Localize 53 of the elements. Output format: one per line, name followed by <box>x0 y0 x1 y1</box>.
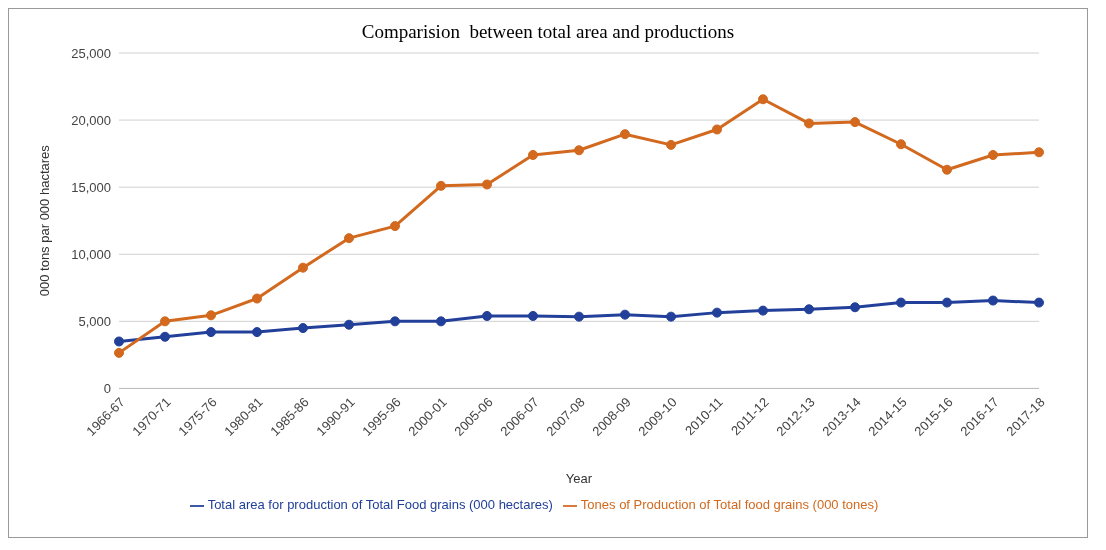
point <box>344 319 354 330</box>
point <box>114 347 124 358</box>
point <box>390 316 400 327</box>
x-axis-title: Year <box>565 471 593 487</box>
point <box>574 311 584 322</box>
point <box>252 293 262 304</box>
y-tick-label: 20,000 <box>71 112 111 128</box>
point <box>712 124 722 135</box>
point <box>942 164 952 175</box>
point <box>160 316 170 327</box>
point <box>758 305 768 316</box>
y-tick-label: 15,000 <box>71 179 111 195</box>
point <box>390 221 400 232</box>
point <box>850 117 860 128</box>
legend-label: Tones of Production of Total food grains (000 tones) <box>580 497 879 513</box>
point <box>758 94 768 105</box>
point <box>1034 147 1044 158</box>
y-tick-label: 0 <box>103 381 111 397</box>
point <box>988 149 998 160</box>
point <box>436 180 446 191</box>
chart-title: Comparision between total area and productions <box>360 20 736 43</box>
y-tick-label: 25,000 <box>71 45 111 61</box>
point <box>528 310 538 321</box>
point <box>298 262 308 273</box>
point <box>252 327 262 338</box>
legend-label: Total area for production of Total Food grains (000 hectares) <box>207 497 553 513</box>
point <box>804 304 814 315</box>
point <box>114 336 124 347</box>
point <box>1034 297 1044 308</box>
point <box>344 233 354 244</box>
point <box>298 323 308 334</box>
point <box>620 309 630 320</box>
y-tick-label: 10,000 <box>71 246 111 262</box>
point <box>574 145 584 156</box>
point <box>528 149 538 160</box>
point <box>942 297 952 308</box>
point <box>482 310 492 321</box>
point <box>804 118 814 129</box>
point <box>666 139 676 150</box>
point <box>482 179 492 190</box>
point <box>206 310 216 321</box>
point <box>988 295 998 306</box>
y-tick-label: 5,000 <box>78 313 111 329</box>
point <box>206 327 216 338</box>
point <box>436 316 446 327</box>
point <box>620 129 630 140</box>
point <box>160 331 170 342</box>
point <box>850 302 860 313</box>
point <box>712 307 722 318</box>
y-axis-title: 000 tons par 000 hactares <box>36 144 52 297</box>
point <box>896 297 906 308</box>
point <box>666 311 676 322</box>
point <box>896 139 906 150</box>
